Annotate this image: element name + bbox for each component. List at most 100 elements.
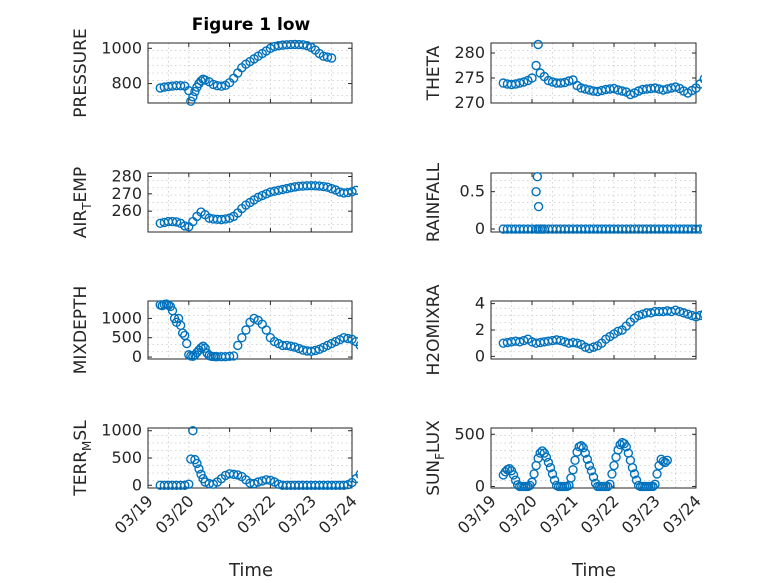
data-point bbox=[541, 452, 552, 462]
data-point bbox=[603, 481, 613, 492]
x-tick-label: 03/23 bbox=[274, 491, 320, 537]
y-axis-label: TERRMSL bbox=[71, 420, 94, 497]
data-point bbox=[699, 74, 702, 84]
data-point bbox=[326, 53, 337, 63]
data-point bbox=[617, 86, 627, 96]
x-tick-label: 03/22 bbox=[233, 491, 279, 537]
axis-frame bbox=[147, 300, 353, 360]
data-point bbox=[298, 40, 308, 50]
y-tick-label: 270 bbox=[454, 93, 485, 112]
data-point bbox=[695, 310, 702, 321]
data-point bbox=[566, 473, 576, 483]
series-markers bbox=[498, 305, 702, 354]
y-tick-label: 280 bbox=[111, 166, 142, 185]
data-point bbox=[650, 479, 660, 490]
data-point bbox=[582, 454, 593, 465]
data-point bbox=[184, 479, 194, 489]
data-point bbox=[543, 457, 554, 468]
data-point bbox=[605, 479, 615, 490]
data-point bbox=[588, 472, 599, 482]
x-tick-label: 03/24 bbox=[315, 491, 361, 537]
data-point bbox=[529, 469, 539, 479]
data-point bbox=[508, 470, 519, 480]
data-point bbox=[704, 67, 712, 75]
data-point bbox=[249, 478, 259, 489]
data-point bbox=[360, 468, 368, 476]
x-tick-label: 03/20 bbox=[495, 491, 541, 537]
y-axis-label: PRESSURE bbox=[71, 28, 91, 117]
data-point bbox=[662, 455, 672, 466]
axis-frame bbox=[147, 42, 353, 104]
data-point bbox=[347, 187, 357, 197]
data-point bbox=[190, 86, 200, 97]
data-point bbox=[627, 462, 638, 473]
data-point bbox=[584, 460, 595, 471]
data-point bbox=[704, 225, 712, 233]
data-point bbox=[515, 78, 525, 88]
data-point bbox=[543, 75, 554, 86]
y-tick-label: 1000 bbox=[101, 38, 142, 57]
data-point bbox=[527, 477, 537, 487]
panel-theta: 270 275 280 THETA bbox=[424, 39, 712, 112]
data-point bbox=[670, 82, 681, 92]
data-point bbox=[343, 333, 353, 344]
data-point bbox=[670, 305, 681, 315]
data-point bbox=[339, 480, 349, 490]
data-point bbox=[625, 89, 636, 100]
data-point bbox=[556, 335, 566, 346]
data-point bbox=[533, 201, 544, 212]
data-point bbox=[568, 465, 578, 475]
data-point bbox=[629, 469, 640, 479]
x-axis-label-right: Time bbox=[571, 560, 616, 581]
axis-frame bbox=[147, 427, 353, 489]
x-tick-label: 03/19 bbox=[454, 491, 500, 537]
data-point bbox=[532, 172, 543, 182]
data-point bbox=[564, 76, 574, 86]
data-point bbox=[572, 338, 582, 348]
x-tick-label: 03/23 bbox=[618, 491, 664, 537]
panel-h2omixra: 0 2 4 H2OMIXRA bbox=[424, 284, 702, 376]
data-point bbox=[261, 325, 272, 335]
y-axis-label: THETA bbox=[424, 45, 444, 101]
data-point bbox=[196, 469, 206, 480]
y-tick-label: 260 bbox=[111, 201, 142, 220]
data-point bbox=[186, 96, 196, 106]
data-point bbox=[607, 469, 617, 479]
axis-frame bbox=[490, 42, 697, 104]
data-point bbox=[286, 341, 296, 351]
y-tick-label: 0 bbox=[475, 476, 485, 495]
data-point bbox=[515, 337, 525, 347]
y-axis-label: RAINFALL bbox=[424, 162, 444, 242]
data-point bbox=[570, 455, 580, 466]
series-markers bbox=[155, 299, 358, 362]
x-tick-label: 03/21 bbox=[536, 491, 582, 537]
data-point bbox=[560, 77, 570, 88]
data-point bbox=[547, 469, 558, 479]
series-markers bbox=[498, 39, 712, 100]
data-point bbox=[177, 328, 188, 338]
series-markers bbox=[155, 39, 337, 106]
data-point bbox=[196, 343, 206, 353]
data-point bbox=[265, 475, 276, 486]
y-tick-label: 1000 bbox=[101, 308, 142, 327]
x-tick-label: 03/19 bbox=[111, 491, 157, 537]
data-point bbox=[182, 338, 192, 349]
y-tick-label: 500 bbox=[111, 328, 142, 347]
data-point bbox=[621, 442, 631, 452]
data-point bbox=[188, 426, 198, 436]
data-point bbox=[188, 92, 198, 102]
data-point bbox=[615, 439, 625, 450]
data-point bbox=[310, 345, 320, 356]
x-tick-label: 03/24 bbox=[659, 491, 705, 537]
data-point bbox=[355, 341, 358, 350]
y-axis-label: SUNFLUX bbox=[424, 420, 447, 496]
data-point bbox=[679, 308, 689, 318]
data-point bbox=[609, 83, 619, 94]
y-tick-label: 1000 bbox=[101, 421, 142, 440]
series-markers bbox=[155, 426, 368, 490]
data-point bbox=[200, 343, 210, 353]
data-point bbox=[660, 457, 670, 468]
